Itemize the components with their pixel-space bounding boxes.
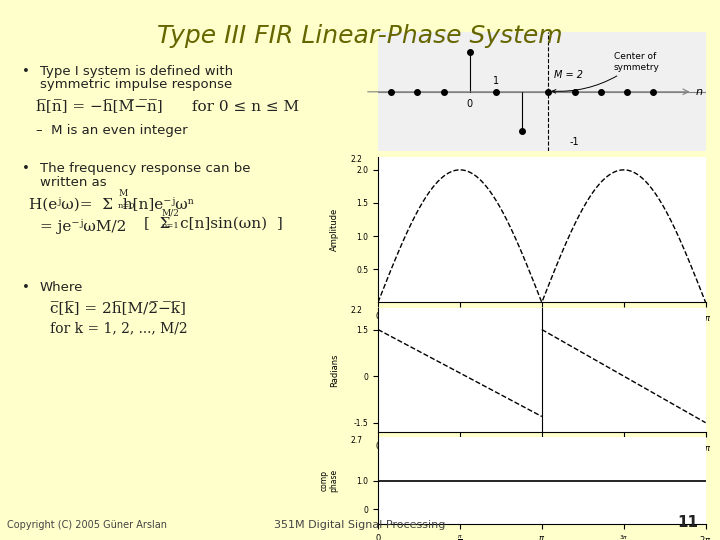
Text: 2.2: 2.2 (351, 156, 362, 164)
Text: 1: 1 (493, 76, 499, 86)
Text: –  M is an even integer: – M is an even integer (36, 124, 188, 137)
Y-axis label: comp
phase: comp phase (319, 469, 338, 492)
Text: Center of
symmetry: Center of symmetry (552, 52, 660, 93)
Y-axis label: Radians: Radians (330, 353, 338, 387)
Text: M = 2: M = 2 (554, 70, 582, 80)
Y-axis label: Amplitude: Amplitude (330, 208, 338, 251)
Text: n=0: n=0 (117, 202, 135, 211)
Text: n=1: n=1 (162, 222, 180, 231)
Text: Type III FIR Linear-Phase System: Type III FIR Linear-Phase System (157, 24, 563, 48)
Text: M: M (119, 189, 128, 198)
X-axis label: radian frequency (ω)
(b): radian frequency (ω) (b) (498, 464, 586, 483)
Text: 11: 11 (678, 515, 698, 530)
Text: h̅[n̅] = −h̅[M̅−̅n̅]      for 0 ≤ n ≤ M: h̅[n̅] = −h̅[M̅−̅n̅] for 0 ≤ n ≤ M (36, 100, 299, 114)
Text: •: • (22, 281, 30, 294)
Text: 2.7: 2.7 (351, 436, 362, 445)
Text: c̅[k̅] = 2h̅[M/2̅−̅k̅]: c̅[k̅] = 2h̅[M/2̅−̅k̅] (50, 302, 186, 316)
Text: Type I system is defined with: Type I system is defined with (40, 65, 233, 78)
Text: written as: written as (40, 176, 107, 188)
Text: for k = 1, 2, ..., M/2: for k = 1, 2, ..., M/2 (50, 321, 188, 335)
Text: •: • (22, 65, 30, 78)
Text: •: • (22, 162, 30, 175)
Text: M/2: M/2 (162, 209, 180, 218)
Text: 351M Digital Signal Processing: 351M Digital Signal Processing (274, 520, 446, 530)
Text: n: n (695, 87, 702, 97)
Text: Where: Where (40, 281, 83, 294)
Text: -1: -1 (570, 137, 580, 147)
Text: The frequency response can be: The frequency response can be (40, 162, 250, 175)
X-axis label: radian frequency (ω)
(a): radian frequency (ω) (a) (498, 334, 586, 354)
Text: symmetric impulse response: symmetric impulse response (40, 78, 232, 91)
Text: Copyright (C) 2005 Güner Arslan: Copyright (C) 2005 Güner Arslan (7, 520, 167, 530)
Text: 2.2: 2.2 (351, 306, 362, 315)
Text: 0: 0 (467, 99, 473, 109)
Text: = je⁻ʲωM/2: = je⁻ʲωM/2 (40, 219, 126, 234)
Text: [  Σ  c[n]sin(ωn)  ]: [ Σ c[n]sin(ωn) ] (144, 217, 283, 231)
Text: H(eʲω)=  Σ  h[n]e⁻ʲωⁿ: H(eʲω)= Σ h[n]e⁻ʲωⁿ (29, 197, 194, 212)
